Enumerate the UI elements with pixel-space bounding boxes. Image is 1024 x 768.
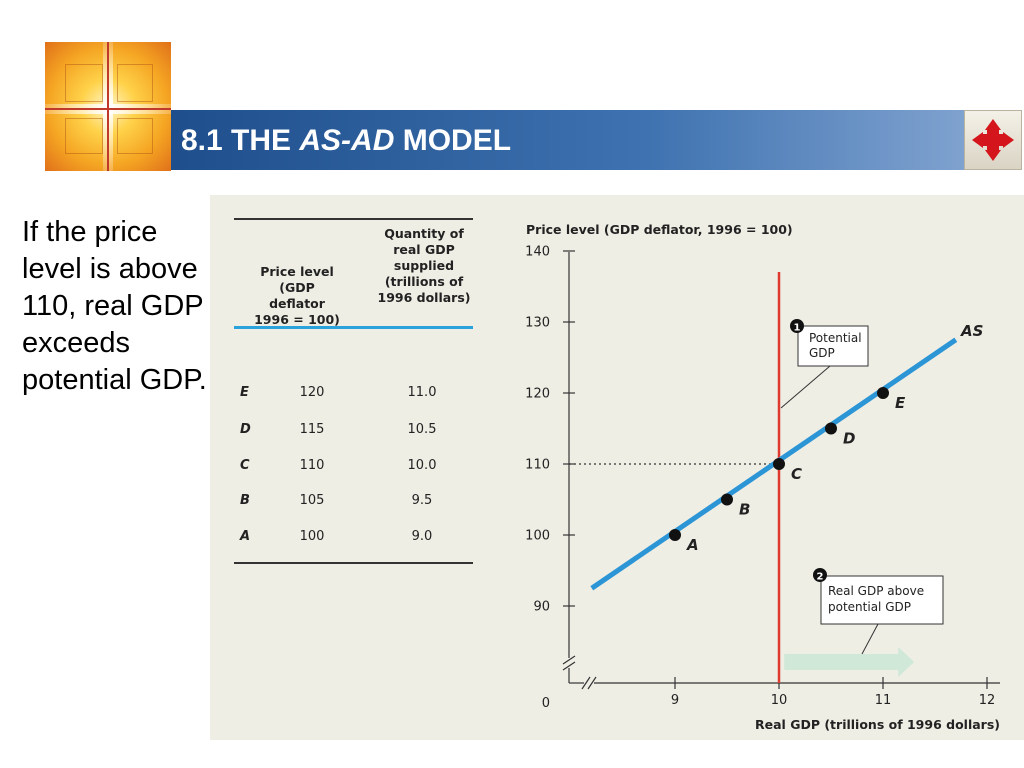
x-tick-label: 12: [979, 693, 996, 708]
table-cell-price: 100: [299, 529, 325, 544]
table-row-label: B: [240, 493, 250, 508]
data-point: [825, 422, 837, 435]
x-tick-label: 11: [875, 693, 892, 708]
data-point-label: E: [895, 394, 906, 412]
data-point-label: D: [843, 430, 855, 448]
y-axis-title: Price level (GDP deflator, 1996 = 100): [526, 222, 793, 237]
potential-gdp-callout-box: [797, 325, 869, 367]
x-axis-break: [581, 676, 597, 690]
potential-gdp-callout-text: Potential: [809, 331, 862, 345]
x-axis-title: Real GDP (trillions of 1996 dollars): [755, 717, 1000, 732]
table-row-label: C: [240, 458, 250, 473]
table-cell-price: 110: [299, 458, 325, 473]
title-suffix: MODEL: [394, 124, 512, 157]
data-point: [669, 529, 681, 541]
above-potential-callout-box: [820, 575, 944, 625]
navigation-button[interactable]: [964, 110, 1022, 170]
table-cell-price: 115: [299, 422, 325, 437]
potential-gdp-callout-leader: [780, 365, 831, 409]
table-top-rule: [234, 218, 473, 220]
callout-number-badge: [790, 319, 804, 333]
y-tick-label: 100: [525, 529, 550, 544]
callout-number: 2: [817, 572, 824, 583]
y-tick-label: 110: [525, 458, 550, 473]
y-tick-label: 140: [525, 245, 550, 260]
y-tick-label: 130: [525, 316, 550, 331]
table-cell-quantity: 11.0: [407, 385, 437, 400]
four-way-arrows-icon: [972, 119, 1014, 161]
as-curve-label: AS: [960, 322, 983, 340]
table-row-label: A: [240, 529, 251, 544]
y-tick-label: 90: [533, 600, 550, 615]
potential-gdp-callout-text: GDP: [809, 346, 835, 360]
table-cell-price: 120: [299, 385, 325, 400]
x-tick-label: 10: [771, 693, 788, 708]
title-italic: AS-AD: [299, 124, 395, 157]
y-tick-label: 120: [525, 387, 550, 402]
logo-image: [45, 42, 171, 171]
table-row-label: E: [240, 385, 249, 400]
table-header-rule: [234, 326, 473, 329]
data-point: [877, 387, 889, 399]
body-text: If the price level is above 110, real GD…: [22, 216, 207, 396]
figure-panel: [210, 195, 1024, 740]
callout-number-badge: [813, 568, 827, 582]
table-cell-quantity: 9.5: [411, 493, 433, 508]
table-cell-quantity: 10.5: [407, 422, 437, 437]
above-potential-callout-text: potential GDP: [828, 600, 911, 614]
table-cell-price: 105: [299, 493, 325, 508]
table-cell-quantity: 9.0: [411, 529, 433, 544]
data-point: [721, 493, 733, 506]
above-potential-arrow: [784, 647, 915, 677]
callout-number: 1: [794, 323, 801, 334]
data-point: [773, 458, 785, 470]
x-tick-label: 9: [671, 693, 679, 708]
data-point-label: B: [739, 501, 750, 519]
table-cell-quantity: 10.0: [407, 458, 437, 473]
above-potential-callout-text: Real GDP above: [828, 584, 924, 598]
data-point-label: A: [686, 536, 699, 554]
table-row-label: D: [240, 422, 251, 437]
table-header-quantity: Quantity of real GDP supplied (trillions…: [377, 226, 471, 305]
table-bottom-rule: [234, 562, 473, 564]
table-header-price: Price level (GDP deflator 1996 = 100): [254, 264, 340, 327]
title-prefix: 8.1 THE: [181, 124, 300, 157]
origin-label: 0: [542, 696, 550, 711]
above-potential-callout-leader: [861, 623, 879, 655]
y-axis-break: [562, 655, 576, 671]
data-point-label: C: [791, 465, 802, 483]
title-bar: 8.1 THE AS-AD MODEL: [171, 110, 964, 170]
slide-title: 8.1 THE AS-AD MODEL: [181, 124, 511, 158]
